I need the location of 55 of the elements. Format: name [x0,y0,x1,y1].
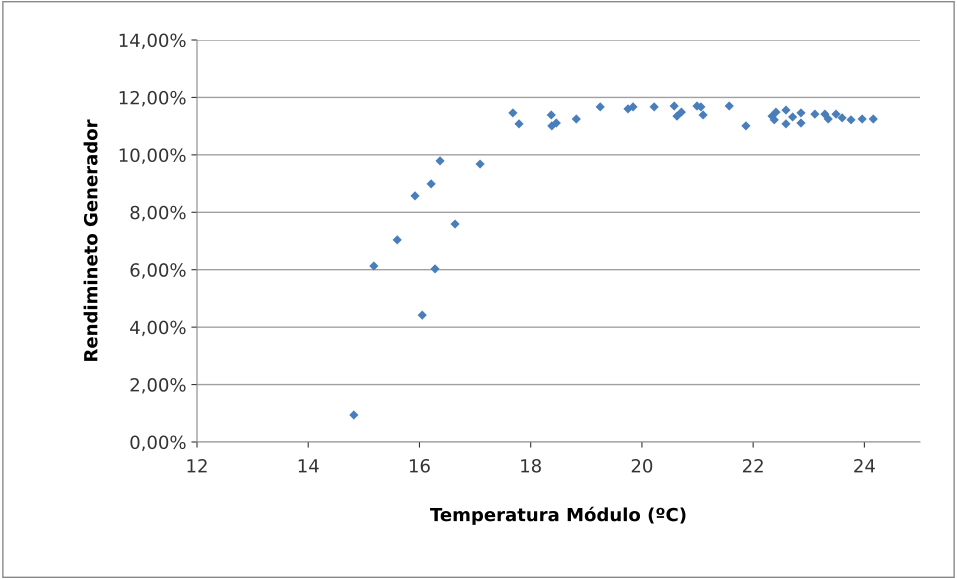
point [572,114,581,124]
point [672,111,682,121]
point [676,107,686,117]
point [628,102,638,112]
y-tick-label: 0,00% [130,435,186,451]
point [810,109,820,119]
y-tick-label: 12,00% [120,90,186,106]
point [450,219,460,229]
x-tick-label: 24 [854,458,875,472]
x-axis-title: Temperatura Módulo (ºC) [430,506,686,525]
point [831,109,841,119]
point [650,102,659,112]
x-tick-label: 22 [742,458,763,472]
x-tick-label: 18 [521,458,541,473]
y-tick-label: 4,00% [130,320,186,336]
point [369,261,378,271]
point [435,156,445,166]
point [796,118,806,128]
point [858,114,867,124]
point [410,191,420,201]
point [796,108,806,118]
point [475,159,485,169]
y-tick-label: 8,00% [130,206,186,222]
point [670,101,679,111]
y-tick-label: 2,00% [130,378,186,394]
point [781,105,791,115]
point [838,113,847,122]
x-tick-label: 20 [632,458,652,473]
y-tick-label: 10,00% [120,148,186,164]
point [824,114,833,124]
x-tick-label: 12 [187,458,207,472]
point [596,102,605,112]
point [741,121,751,130]
point [698,110,708,120]
point [788,112,798,122]
x-tick-label: 14 [298,459,319,472]
point [552,118,561,128]
x-tick-label: 16 [410,458,430,473]
point [508,108,518,118]
point [546,110,556,120]
point [430,264,440,274]
y-tick-label: 14,00% [120,33,186,49]
point [349,410,358,420]
point [724,101,734,111]
point [771,107,781,117]
point [392,235,402,244]
point [868,114,878,124]
point [514,119,524,128]
point [418,310,427,320]
point [820,109,830,119]
point [781,119,791,128]
y-tick-label: 6,00% [130,263,186,279]
point [846,115,856,124]
y-axis-title: Rendimineto Generador [84,120,98,361]
point [426,179,436,188]
